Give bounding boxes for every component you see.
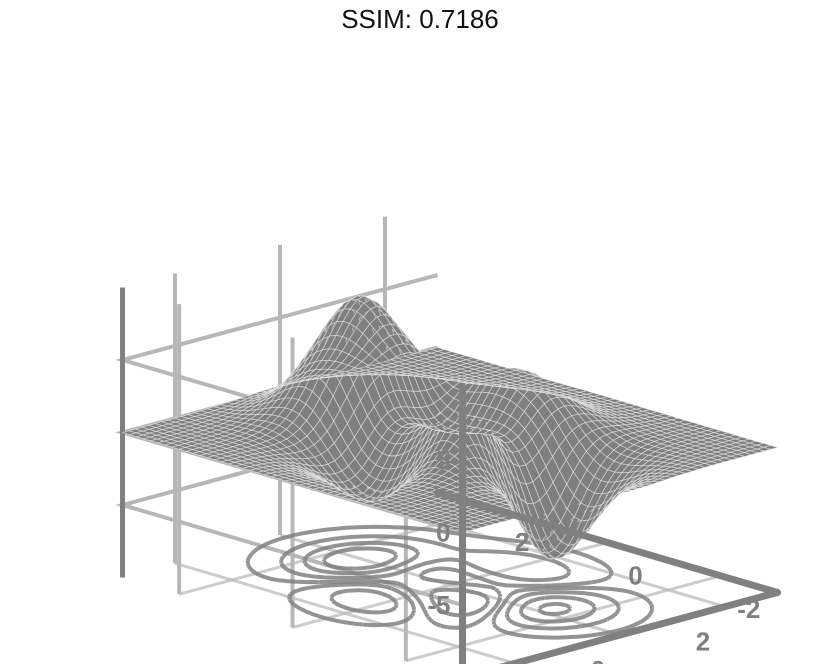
y-tick-label-0: -2 <box>737 594 760 624</box>
axes-frame <box>434 384 781 664</box>
contour-level-0 <box>537 601 573 616</box>
contour-level-7 <box>322 546 399 571</box>
surface-mesh <box>121 295 779 560</box>
contour-level-3 <box>287 582 655 640</box>
contour-level-2 <box>329 588 621 631</box>
contour-level-1 <box>518 595 597 624</box>
chart-title: SSIM: 0.7186 <box>341 4 499 34</box>
contour-projection <box>245 524 655 640</box>
tick-labels: -505-202-202 <box>427 445 760 664</box>
y-tick-label-1: 0 <box>628 561 642 591</box>
z-tick-label-0: -5 <box>427 590 450 620</box>
z-tick-label-1: 0 <box>436 518 450 548</box>
y-tick-label-2: 2 <box>515 527 529 557</box>
x-axis-line <box>499 589 781 664</box>
contour-level-6 <box>302 540 420 576</box>
x-tick-label-1: 0 <box>591 655 605 664</box>
surface-cell-47-0 <box>762 444 779 450</box>
x-tick-label-2: 2 <box>696 627 710 657</box>
z-tick-label-2: 5 <box>436 445 450 475</box>
y-axis-line <box>434 489 781 596</box>
